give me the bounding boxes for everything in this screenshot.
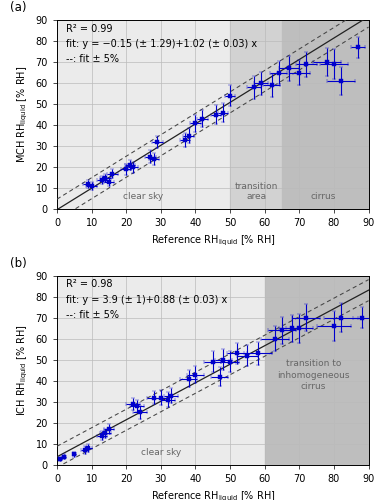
- Text: R² = 0.99: R² = 0.99: [66, 24, 113, 34]
- Bar: [57, 276, 265, 465]
- Text: (b): (b): [10, 257, 27, 270]
- Bar: [282, 20, 369, 210]
- Text: transition to
inhomogeneous
cirrus: transition to inhomogeneous cirrus: [277, 359, 350, 392]
- Text: --: fit ± 5%: --: fit ± 5%: [66, 310, 119, 320]
- Text: fit: y = −0.15 (± 1.29)+1.02 (± 0.03) x: fit: y = −0.15 (± 1.29)+1.02 (± 0.03) x: [66, 39, 258, 49]
- Text: R² = 0.98: R² = 0.98: [66, 280, 113, 289]
- Text: (a): (a): [10, 2, 27, 15]
- X-axis label: Reference RH$_\mathrm{liquid}$ [% RH]: Reference RH$_\mathrm{liquid}$ [% RH]: [150, 234, 275, 248]
- Bar: [230, 20, 282, 210]
- Y-axis label: MCH RH$_\mathrm{liquid}$ [% RH]: MCH RH$_\mathrm{liquid}$ [% RH]: [16, 66, 30, 164]
- Bar: [57, 20, 230, 210]
- Text: clear sky: clear sky: [141, 448, 181, 456]
- Text: fit: y = 3.9 (± 1)+0.88 (± 0.03) x: fit: y = 3.9 (± 1)+0.88 (± 0.03) x: [66, 294, 228, 304]
- Y-axis label: ICH RH$_\mathrm{liquid}$ [% RH]: ICH RH$_\mathrm{liquid}$ [% RH]: [16, 324, 30, 416]
- Text: clear sky: clear sky: [124, 192, 164, 201]
- Text: transition
area: transition area: [234, 182, 278, 201]
- Text: --: fit ± 5%: --: fit ± 5%: [66, 54, 119, 64]
- X-axis label: Reference RH$_\mathrm{liquid}$ [% RH]: Reference RH$_\mathrm{liquid}$ [% RH]: [150, 490, 275, 500]
- Bar: [265, 276, 369, 465]
- Text: cirrus: cirrus: [311, 192, 336, 201]
